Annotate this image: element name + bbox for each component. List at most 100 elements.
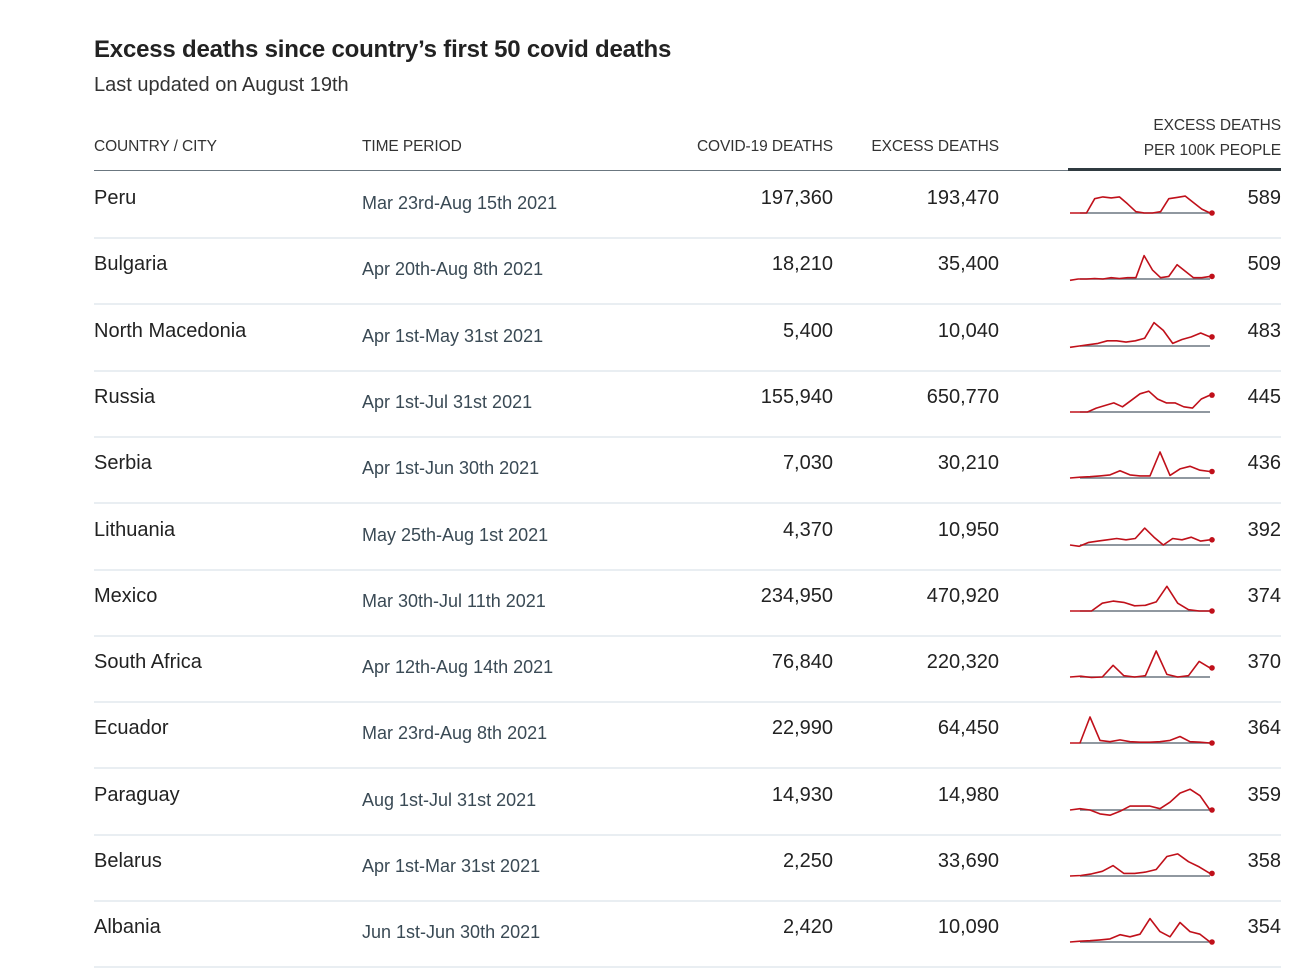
table-row: Paraguay Aug 1st-Jul 31st 2021 14,930 14,98… xyxy=(94,768,1281,836)
column-header-excess-per-100k[interactable]: EXCESS DEATHS PER 100K PEOPLE xyxy=(1144,113,1281,163)
header-divider xyxy=(94,170,1068,171)
excess-deaths: 64,450 xyxy=(937,717,999,740)
sparkline-line xyxy=(1069,918,1211,944)
sparkline-end-dot xyxy=(1209,333,1215,340)
sparkline-end-dot xyxy=(1209,210,1215,216)
covid-deaths: 2,420 xyxy=(782,916,833,939)
country-name: Ecuador xyxy=(94,717,169,740)
excess-per-100k: 483 xyxy=(1247,319,1281,342)
sparkline xyxy=(1069,526,1215,547)
covid-deaths: 14,930 xyxy=(771,783,833,806)
table-row: South Africa Apr 12th-Aug 14th 2021 76,840… xyxy=(94,635,1281,704)
sparkline-line xyxy=(1069,526,1211,547)
column-header-time-period[interactable]: TIME PERIOD xyxy=(362,138,462,155)
excess-per-100k: 354 xyxy=(1247,916,1281,939)
excess-per-100k: 374 xyxy=(1247,584,1281,607)
excess-deaths: 10,040 xyxy=(937,319,999,342)
time-period: Apr 1st-Jun 30th 2021 xyxy=(362,458,540,479)
table-row: Mexico Mar 30th-Jul 11th 2021 234,950 470,9… xyxy=(94,569,1281,637)
country-name: Paraguay xyxy=(94,783,180,806)
covid-deaths: 7,030 xyxy=(782,452,833,475)
time-period: Apr 1st-Mar 31st 2021 xyxy=(362,856,541,876)
sparkline xyxy=(1070,390,1215,413)
sparkline-line xyxy=(1070,585,1210,612)
sparkline-end-dot xyxy=(1209,536,1215,543)
table-row: North Macedonia Apr 1st-May 31st 2021 5,40… xyxy=(94,304,1281,372)
sparkline-end-dot xyxy=(1209,273,1215,280)
covid-deaths: 2,250 xyxy=(782,850,833,872)
country-name: Peru xyxy=(94,187,137,209)
excess-per-100k: 364 xyxy=(1247,717,1281,740)
time-period: Jun 1st-Jun 30th 2021 xyxy=(362,922,541,943)
sparkline-line xyxy=(1070,716,1211,745)
excess-deaths: 10,090 xyxy=(937,916,999,939)
table-row: Ecuador Mar 23rd-Aug 8th 2021 22,990 64,450… xyxy=(94,701,1281,770)
sparkline xyxy=(1069,321,1215,348)
sparkline-line xyxy=(1070,195,1211,214)
table-row: Belarus Apr 1st-Mar 31st 2021 2,250 33,690 3… xyxy=(94,834,1281,902)
excess-deaths: 650,770 xyxy=(926,385,999,408)
sparkline xyxy=(1069,451,1215,479)
covid-deaths: 5,400 xyxy=(782,319,833,342)
excess-deaths: 30,210 xyxy=(937,452,999,475)
excess-deaths: 220,320 xyxy=(926,651,999,674)
covid-deaths: 155,940 xyxy=(760,385,833,408)
country-name: Mexico xyxy=(94,584,158,607)
covid-deaths: 22,990 xyxy=(771,717,833,740)
excess-per-100k: 358 xyxy=(1247,850,1281,872)
country-name: Lithuania xyxy=(94,518,176,541)
time-period: Mar 30th-Jul 11th 2021 xyxy=(362,590,546,611)
country-name: Belarus xyxy=(94,850,162,872)
table-row: Serbia Apr 1st-Jun 30th 2021 7,030 30,210 43… xyxy=(94,436,1281,505)
table-row: Peru Mar 23rd-Aug 15th 2021 197,360 193,470… xyxy=(94,171,1281,239)
sparkline-line xyxy=(1069,321,1211,348)
sparkline-end-dot xyxy=(1209,392,1215,398)
sparkline-end-dot xyxy=(1209,665,1215,671)
sparkline-line xyxy=(1070,390,1211,413)
time-period: May 25th-Aug 1st 2021 xyxy=(362,524,549,545)
time-period: Apr 12th-Aug 14th 2021 xyxy=(362,657,554,678)
column-header-excess-per-100k-line1: EXCESS DEATHS xyxy=(1153,117,1281,134)
column-header-country[interactable]: COUNTRY / CITY xyxy=(94,138,217,155)
country-name: Bulgaria xyxy=(94,253,168,276)
sparkline-line xyxy=(1069,255,1211,282)
sparkline-end-dot xyxy=(1209,740,1215,747)
time-period: Apr 1st-May 31st 2021 xyxy=(362,325,544,346)
column-header-excess-per-100k-line2: PER 100K PEOPLE xyxy=(1143,142,1281,159)
sparkline xyxy=(1070,195,1215,216)
excess-deaths: 470,920 xyxy=(926,584,999,607)
sparkline-line xyxy=(1069,853,1211,877)
page-title: Excess deaths since country’s first 50 c… xyxy=(94,36,672,63)
sparkline-line xyxy=(1069,650,1211,679)
time-period: Apr 1st-Jul 31st 2021 xyxy=(362,391,533,412)
covid-deaths: 76,840 xyxy=(771,651,833,674)
column-header-excess-deaths[interactable]: EXCESS DEATHS xyxy=(871,138,999,155)
time-period: Apr 20th-Aug 8th 2021 xyxy=(362,259,544,280)
sparkline xyxy=(1069,650,1215,679)
sparkline-end-dot xyxy=(1209,468,1215,475)
covid-deaths: 4,370 xyxy=(782,518,833,541)
excess-per-100k: 589 xyxy=(1247,187,1281,209)
excess-deaths: 193,470 xyxy=(926,187,999,209)
country-name: North Macedonia xyxy=(94,319,247,342)
sparkline xyxy=(1069,788,1215,816)
excess-deaths: 35,400 xyxy=(937,253,999,276)
excess-deaths: 10,950 xyxy=(937,518,999,541)
time-period: Mar 23rd-Aug 15th 2021 xyxy=(362,193,558,213)
sparkline xyxy=(1069,853,1215,877)
sparkline-line xyxy=(1069,451,1211,479)
sparkline-end-dot xyxy=(1209,806,1215,813)
excess-per-100k: 359 xyxy=(1247,783,1281,806)
excess-per-100k: 392 xyxy=(1247,518,1281,541)
column-header-covid-deaths[interactable]: COVID-19 DEATHS xyxy=(696,138,833,155)
country-name: South Africa xyxy=(94,651,202,674)
table-row: Russia Apr 1st-Jul 31st 2021 155,940 650,77… xyxy=(94,370,1281,438)
sparkline-end-dot xyxy=(1209,870,1215,877)
excess-per-100k: 436 xyxy=(1247,452,1281,475)
excess-per-100k: 445 xyxy=(1247,385,1281,408)
covid-deaths: 234,950 xyxy=(760,584,833,607)
time-period: Mar 23rd-Aug 8th 2021 xyxy=(362,723,548,744)
sparkline xyxy=(1069,255,1215,282)
table-row: Lithuania May 25th-Aug 1st 2021 4,370 10,95… xyxy=(94,503,1281,571)
excess-deaths: 14,980 xyxy=(937,783,999,806)
